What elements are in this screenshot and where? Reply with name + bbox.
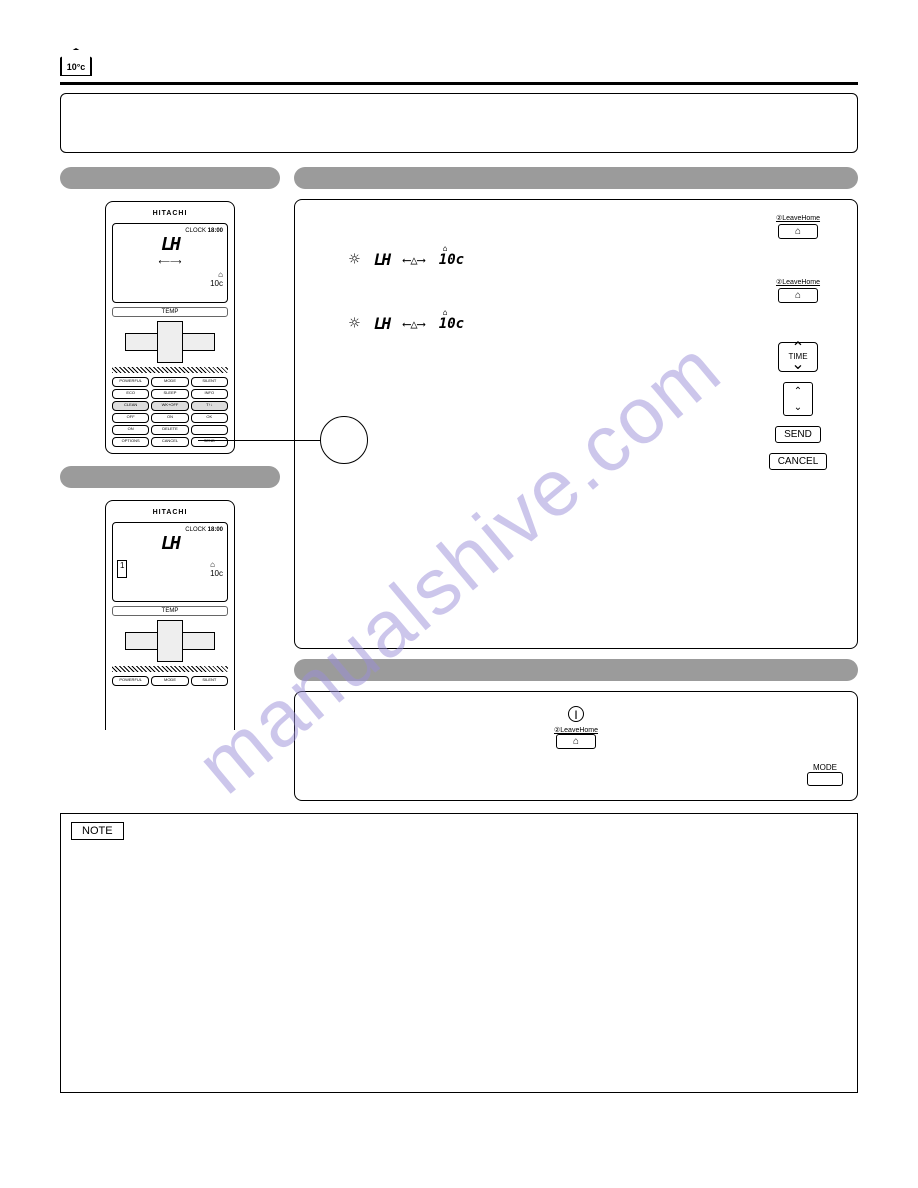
- columns: HITACHI CLOCK 18:00 LH ⟵⟶ ⌂10c TEMP POWE…: [60, 167, 858, 801]
- leavehome-button-icon-2: [778, 288, 818, 303]
- stop-icon: |: [568, 706, 584, 722]
- note-label: NOTE: [71, 822, 124, 840]
- left-column: HITACHI CLOCK 18:00 LH ⟵⟶ ⌂10c TEMP POWE…: [60, 167, 280, 801]
- remote-lh: LH: [117, 234, 223, 255]
- remote-screen-icons: ⟵⟶: [117, 257, 223, 266]
- header-icon-text: 10°c: [67, 62, 86, 72]
- left-pill-1: [60, 167, 280, 189]
- remote-dpad: [125, 321, 215, 363]
- remote-lh-2: LH: [117, 533, 223, 554]
- step-1: ②LeaveHome: [309, 214, 843, 239]
- remote-illustration-2: HITACHI CLOCK 18:00 LH 1 ⌂10c TEMP POWER: [105, 500, 235, 730]
- time-button-icon: ⌃ TIME ⌄: [778, 342, 818, 372]
- leavehome-label-2: ②LeaveHome: [776, 278, 820, 286]
- send-button-icon: SEND: [775, 426, 821, 443]
- right-column: ②LeaveHome LH ⟵△⟶ 10c ②LeaveHome: [294, 167, 858, 801]
- mode-label: MODE: [807, 763, 843, 772]
- remote-brand-2: HITACHI: [112, 509, 228, 516]
- header-rule: [60, 82, 858, 85]
- lh-icon-2: LH: [374, 314, 389, 333]
- sun-icon: [349, 249, 360, 270]
- remote-screen-2: CLOCK 18:00 LH 1 ⌂10c: [112, 522, 228, 602]
- main-panel: ②LeaveHome LH ⟵△⟶ 10c ②LeaveHome: [294, 199, 858, 649]
- leader-line: [198, 440, 338, 441]
- tenc-icon-2: 10c: [439, 316, 464, 332]
- left-pill-2: [60, 466, 280, 488]
- updown-button-icon: ⌃ ⌄: [783, 382, 813, 416]
- airflow-icon-2: ⟵△⟶: [403, 317, 425, 331]
- remote-hatch: [112, 367, 228, 373]
- right-pill-2: [294, 659, 858, 681]
- cancel-panel: | ②LeaveHome MODE: [294, 691, 858, 801]
- right-pill-1: [294, 167, 858, 189]
- remote-screen: CLOCK 18:00 LH ⟵⟶ ⌂10c: [112, 223, 228, 303]
- remote-hatch-2: [112, 666, 228, 672]
- step-5: SEND: [309, 426, 843, 443]
- step-2: ②LeaveHome: [309, 278, 843, 303]
- manual-page: 10°c HITACHI CLOCK 18:00 LH ⟵⟶ ⌂10c TEMP: [0, 0, 918, 1133]
- mode-button-wrap: MODE: [807, 763, 843, 786]
- airflow-icon: ⟵△⟶: [403, 253, 425, 267]
- step-3: ⌃ TIME ⌄: [309, 342, 843, 372]
- display-icons-row-1: LH ⟵△⟶ 10c: [349, 249, 843, 270]
- mode-button-icon: [807, 772, 843, 786]
- step-4: ⌃ ⌄: [309, 382, 843, 416]
- intro-box: [60, 93, 858, 153]
- remote-illustration-1: HITACHI CLOCK 18:00 LH ⟵⟶ ⌂10c TEMP POWE…: [105, 201, 235, 454]
- header-house-icon: 10°c: [60, 48, 92, 76]
- leavehome-button-icon: [778, 224, 818, 239]
- remote-temp-label-2: TEMP: [112, 606, 228, 616]
- note-box: NOTE: [60, 813, 858, 1093]
- tenc-icon: 10c: [439, 252, 464, 268]
- remote-brand: HITACHI: [112, 210, 228, 217]
- sun-icon-2: [349, 313, 360, 334]
- remote-dpad-2: [125, 620, 215, 662]
- leavehome-label: ②LeaveHome: [776, 214, 820, 222]
- remote-temp-label: TEMP: [112, 307, 228, 317]
- lh-icon: LH: [374, 250, 389, 269]
- cancel-button-icon: CANCEL: [769, 453, 828, 470]
- remote-button-grid: POWERFULMODESILENT ECOSLEEPINFO CLEANWK+…: [112, 377, 228, 447]
- display-icons-row-2: LH ⟵△⟶ 10c: [349, 313, 843, 334]
- leavehome-label-3: ②LeaveHome: [554, 726, 598, 734]
- step-6: CANCEL: [309, 453, 843, 470]
- leader-circle: [320, 416, 368, 464]
- leavehome-button-icon-3: [556, 734, 596, 749]
